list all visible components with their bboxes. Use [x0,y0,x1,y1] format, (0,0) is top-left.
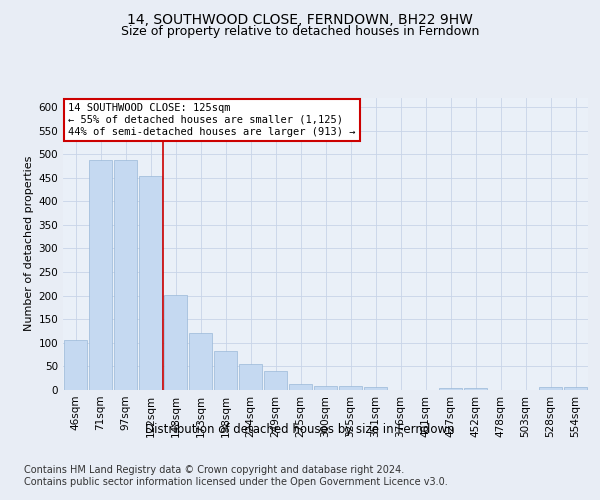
Text: Distribution of detached houses by size in Ferndown: Distribution of detached houses by size … [145,422,455,436]
Bar [464,388,487,390]
Bar [64,340,88,390]
Text: 14 SOUTHWOOD CLOSE: 125sqm
← 55% of detached houses are smaller (1,125)
44% of s: 14 SOUTHWOOD CLOSE: 125sqm ← 55% of deta… [68,104,356,136]
Bar [89,160,112,390]
Bar [338,386,362,390]
Bar [263,371,287,390]
Bar [113,160,137,390]
Bar [188,334,212,390]
Bar [439,388,463,390]
Bar [164,294,187,390]
Bar [314,386,337,390]
Bar [214,352,238,390]
Text: 14, SOUTHWOOD CLOSE, FERNDOWN, BH22 9HW: 14, SOUTHWOOD CLOSE, FERNDOWN, BH22 9HW [127,12,473,26]
Bar [563,387,587,390]
Text: Contains HM Land Registry data © Crown copyright and database right 2024.
Contai: Contains HM Land Registry data © Crown c… [24,465,448,486]
Bar [139,176,163,390]
Y-axis label: Number of detached properties: Number of detached properties [24,156,34,332]
Text: Size of property relative to detached houses in Ferndown: Size of property relative to detached ho… [121,25,479,38]
Bar [239,364,262,390]
Bar [539,387,562,390]
Bar [289,384,313,390]
Bar [364,387,388,390]
